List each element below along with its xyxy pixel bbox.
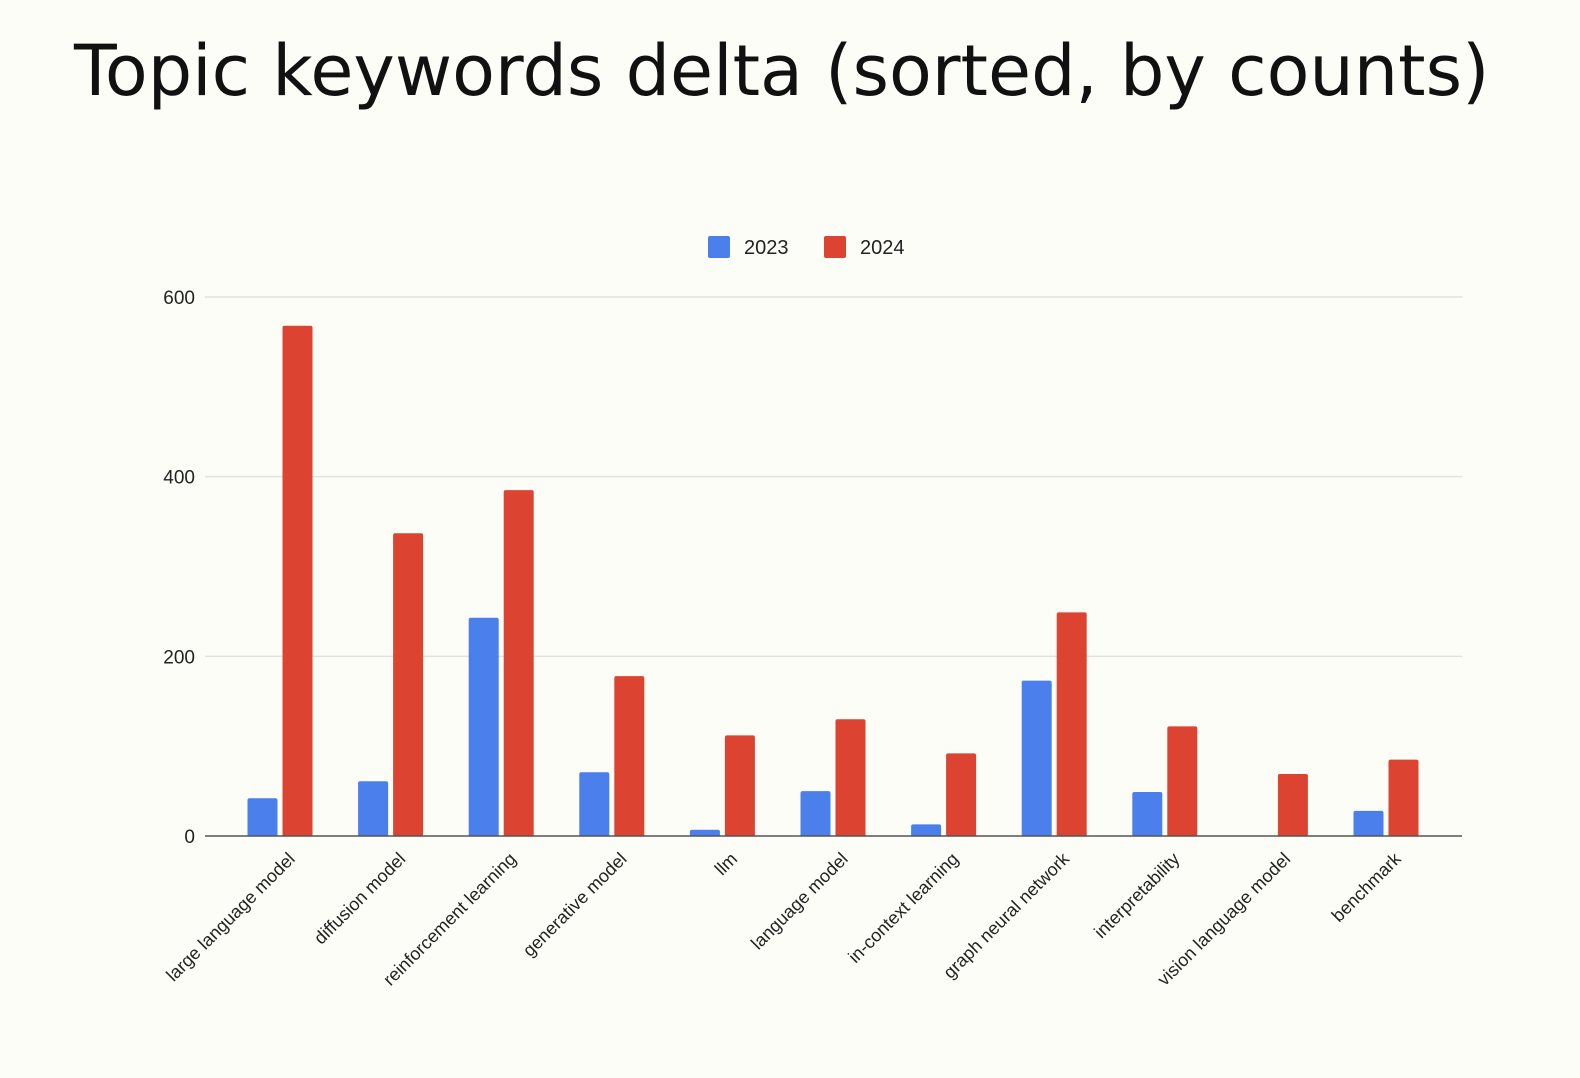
x-axis-category-labels: large language model diffusion modelreinf…	[162, 848, 1405, 990]
y-tick-label: 400	[163, 468, 195, 489]
bar-2023-language-model	[800, 791, 831, 836]
bar-2024-diffusion-model	[393, 533, 424, 836]
bar-2024-graph-neural-network	[1056, 612, 1087, 836]
bar-2023-diffusion-model	[358, 781, 389, 836]
legend[interactable]: 2023 2024	[708, 236, 905, 259]
bars	[247, 325, 1419, 836]
y-tick-label: 0	[184, 827, 195, 848]
bar-2023-graph-neural-network	[1021, 680, 1052, 836]
bar-2023-in-context-learning	[911, 824, 942, 836]
bar-2023-reinforcement-learning	[468, 617, 499, 836]
bar-2024-interpretability	[1167, 726, 1198, 836]
x-category-label: language model	[747, 849, 852, 954]
legend-label-2023[interactable]: 2023	[744, 237, 789, 259]
y-tick-label: 600	[163, 288, 195, 309]
bar-2024-vision-language-model	[1277, 774, 1308, 836]
x-category-label: generative model	[519, 849, 631, 961]
bar-2023-interpretability	[1132, 791, 1163, 836]
y-axis-ticks: 0 200 400 600	[163, 288, 195, 848]
x-category-label: large language model	[162, 849, 299, 986]
bar-2024-in-context-learning	[946, 753, 977, 836]
x-category-label: diffusion model	[310, 849, 410, 949]
x-category-label: graph neural network	[939, 848, 1073, 982]
bar-2023-benchmark	[1353, 810, 1384, 836]
legend-swatch-2023	[708, 236, 730, 258]
x-category-label: benchmark	[1328, 848, 1406, 926]
legend-label-2024[interactable]: 2024	[860, 237, 905, 259]
bar-2024-benchmark	[1388, 759, 1419, 836]
bar-2024-language-model	[835, 719, 866, 836]
bar-2024-large-language-model	[282, 325, 313, 836]
x-category-label: interpretability	[1090, 849, 1183, 942]
bar-2023-llm	[689, 829, 720, 836]
bar-2024-generative-model	[614, 676, 645, 836]
slide-title: Topic keywords delta (sorted, by counts)	[74, 30, 1490, 112]
bar-2024-reinforcement-learning	[503, 490, 534, 836]
bar-2023-large-language-model	[247, 798, 278, 836]
x-category-label: in-context learning	[844, 849, 962, 967]
bar-2024-llm	[724, 735, 755, 836]
bar-2023-generative-model	[579, 772, 610, 836]
legend-swatch-2024	[824, 236, 846, 258]
y-tick-label: 200	[163, 647, 195, 668]
x-category-label: llm	[711, 849, 741, 879]
